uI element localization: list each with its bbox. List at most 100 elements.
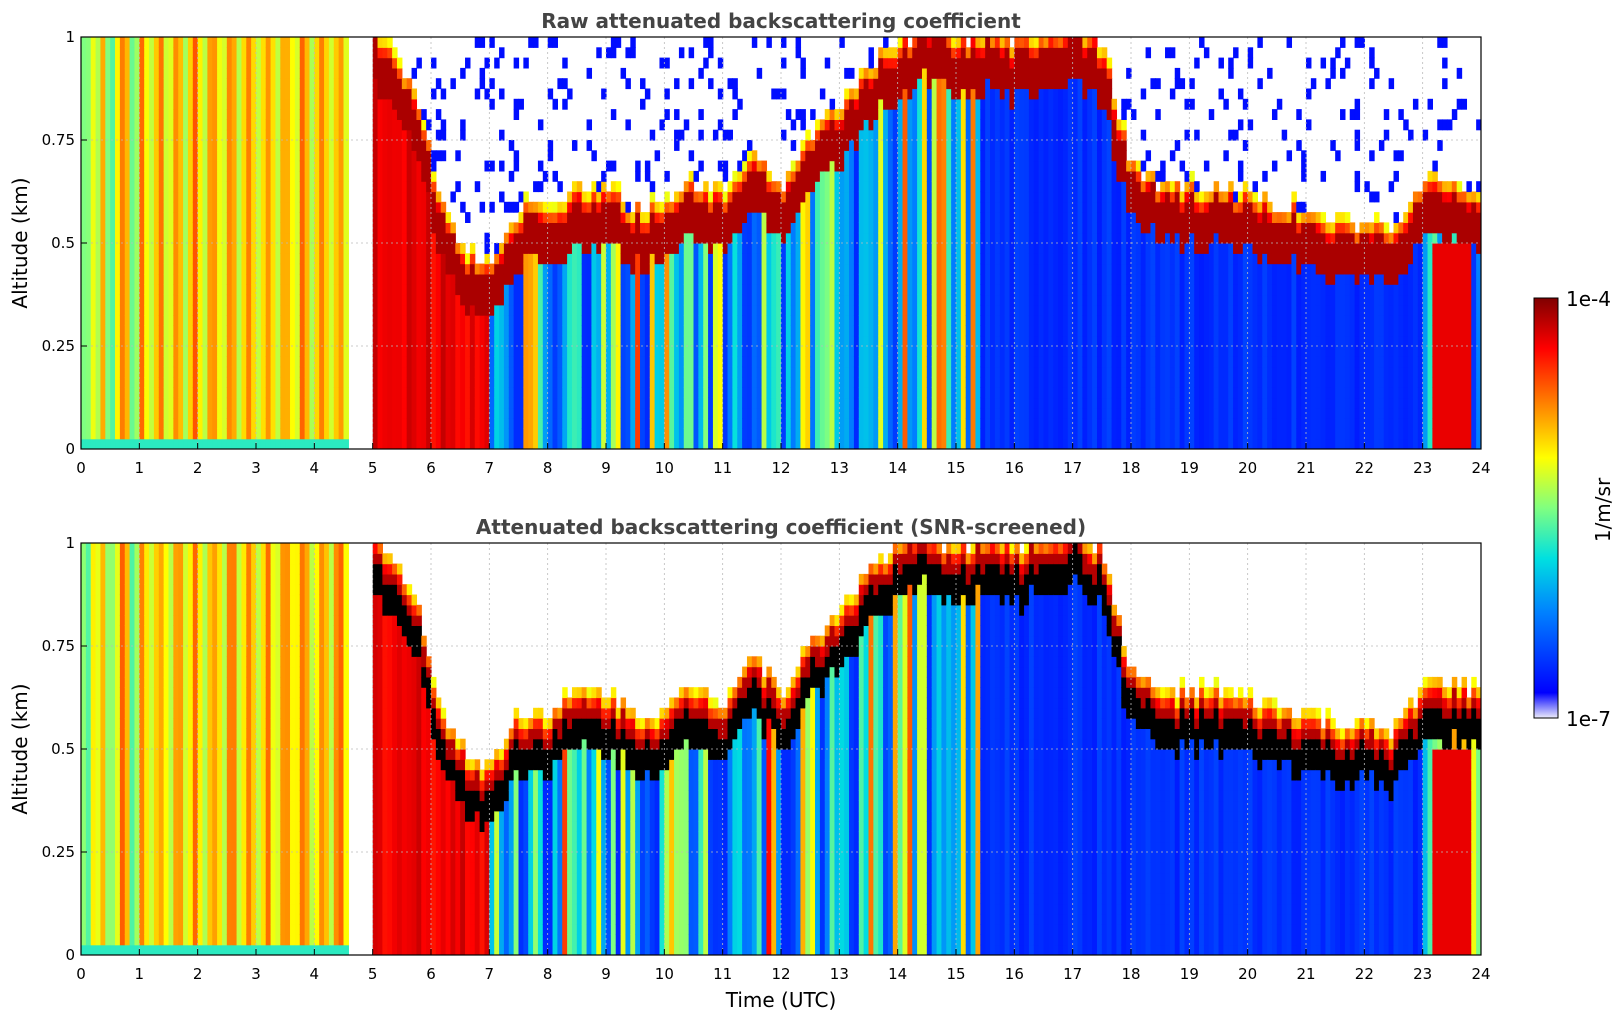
heatmap-cell <box>494 263 500 275</box>
heatmap-cell <box>567 88 573 100</box>
heatmap-cell <box>260 212 267 223</box>
heatmap-cell <box>382 315 388 326</box>
heatmap-cell <box>732 376 738 388</box>
heatmap-cell <box>260 67 267 79</box>
heatmap-cell <box>280 37 286 48</box>
heatmap-cell <box>221 222 228 234</box>
heatmap-cell <box>533 201 539 213</box>
heatmap-cell <box>576 253 583 265</box>
heatmap-cell <box>85 181 92 193</box>
heatmap-cell <box>119 356 126 368</box>
heatmap-cell <box>810 232 816 244</box>
heatmap-cell <box>635 263 641 275</box>
heatmap-cell <box>324 315 330 326</box>
heatmap-cell <box>168 57 174 69</box>
heatmap-cell <box>761 222 768 234</box>
heatmap-cell <box>455 253 461 265</box>
heatmap-cell <box>737 294 743 306</box>
heatmap-cell <box>246 140 252 151</box>
heatmap-cell <box>601 253 607 265</box>
heatmap-cell <box>494 315 500 326</box>
heatmap-cell <box>309 397 315 409</box>
heatmap-cell <box>119 335 126 347</box>
heatmap-cell <box>528 438 534 449</box>
heatmap-cell <box>241 191 247 203</box>
heatmap-cell <box>85 191 92 203</box>
heatmap-cell <box>100 304 106 316</box>
heatmap-cell <box>95 284 102 296</box>
heatmap-cell <box>742 284 748 296</box>
heatmap-cell <box>834 315 840 326</box>
heatmap-cell <box>377 88 383 100</box>
heatmap-cell <box>163 129 170 141</box>
heatmap-cell <box>513 356 520 368</box>
heatmap-cell <box>445 366 452 378</box>
heatmap-cell <box>746 438 753 449</box>
heatmap-cell <box>251 346 257 357</box>
heatmap-cell <box>533 253 539 265</box>
heatmap-cell <box>304 335 311 347</box>
heatmap-cell <box>805 428 811 440</box>
heatmap-cell <box>717 325 724 337</box>
heatmap-cell <box>328 181 335 193</box>
heatmap-cell <box>829 253 836 265</box>
heatmap-cell <box>416 253 422 265</box>
heatmap-cell <box>416 57 422 69</box>
heatmap-cell <box>601 284 607 296</box>
heatmap-cell <box>669 294 675 306</box>
heatmap-cell <box>659 335 665 347</box>
heatmap-cell <box>601 181 607 193</box>
heatmap-cell <box>173 232 179 244</box>
heatmap-cell <box>586 304 593 316</box>
heatmap-cell <box>241 335 247 347</box>
heatmap-cell <box>698 407 704 419</box>
heatmap-cell <box>343 47 349 59</box>
heatmap-cell <box>241 438 247 449</box>
heatmap-cell <box>479 387 486 399</box>
heatmap-cell <box>183 160 189 172</box>
heatmap-cell <box>95 346 102 357</box>
heatmap-cell <box>567 315 573 326</box>
heatmap-cell <box>265 150 272 162</box>
heatmap-cell <box>382 418 388 429</box>
heatmap-cell <box>226 119 233 131</box>
heatmap-cell <box>829 346 836 357</box>
heatmap-cell <box>100 109 106 120</box>
heatmap-cell <box>153 160 160 172</box>
heatmap-cell <box>746 201 753 213</box>
heatmap-cell <box>328 304 335 316</box>
heatmap-cell <box>460 304 466 316</box>
heatmap-cell <box>591 222 597 234</box>
heatmap-cell <box>542 335 549 347</box>
heatmap-cell <box>246 428 252 440</box>
heatmap-cell <box>324 201 330 213</box>
heatmap-cell <box>484 243 490 254</box>
heatmap-cell <box>440 418 447 429</box>
heatmap-cell <box>460 67 466 79</box>
heatmap-cell <box>567 366 573 378</box>
heatmap-cell <box>834 294 840 306</box>
heatmap-cell <box>377 376 383 388</box>
heatmap-cell <box>231 428 238 440</box>
heatmap-cell <box>226 418 233 429</box>
heatmap-cell <box>236 109 243 120</box>
heatmap-cell <box>144 98 150 110</box>
heatmap-cell <box>664 232 670 244</box>
heatmap-cell <box>144 109 150 120</box>
heatmap-cell <box>503 201 510 213</box>
heatmap-cell <box>396 376 403 388</box>
heatmap-cell <box>635 335 641 347</box>
heatmap-cell <box>285 397 291 409</box>
heatmap-cell <box>319 181 325 193</box>
heatmap-cell <box>183 325 189 337</box>
heatmap-cell <box>178 356 184 368</box>
heatmap-cell <box>144 438 150 449</box>
heatmap-cell <box>615 253 622 265</box>
heatmap-cell <box>722 243 729 254</box>
heatmap-cell <box>499 243 505 254</box>
heatmap-cell <box>790 304 797 316</box>
heatmap-cell <box>761 376 768 388</box>
heatmap-cell <box>246 181 252 193</box>
heatmap-cell <box>124 170 131 182</box>
heatmap-cell <box>153 201 160 213</box>
